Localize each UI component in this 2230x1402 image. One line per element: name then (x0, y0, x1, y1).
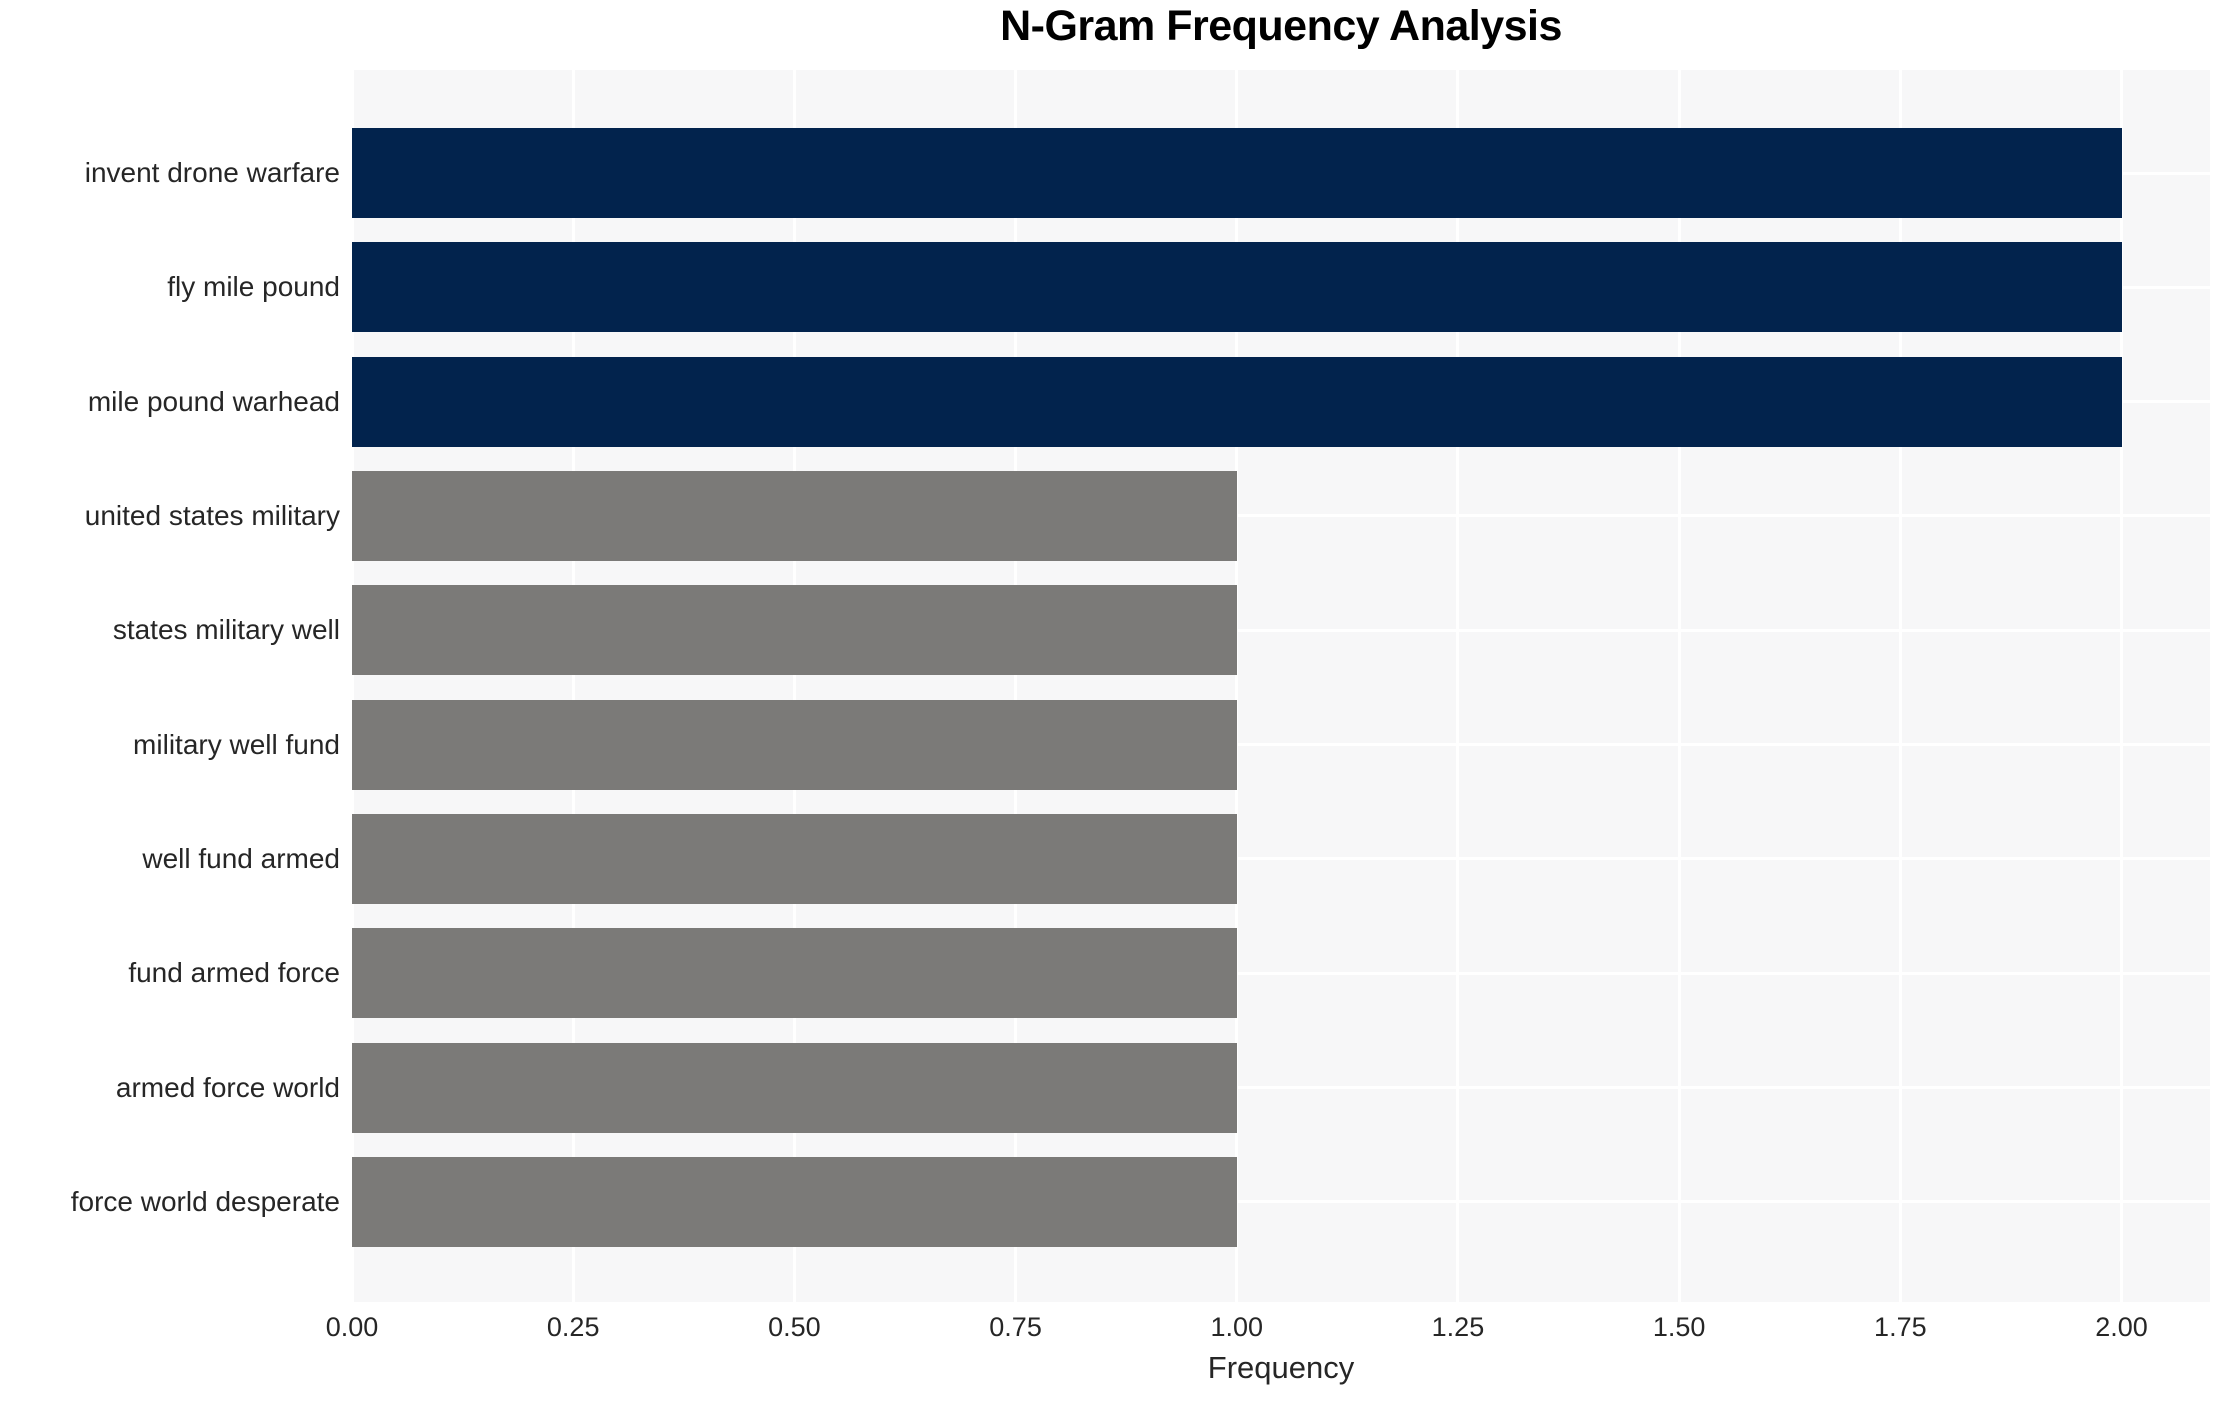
y-tick-label: states military well (112, 614, 340, 646)
x-tick-label: 0.50 (768, 1312, 821, 1342)
x-tick-label: 1.00 (1210, 1312, 1264, 1342)
x-tick-label: 2.00 (2095, 1312, 2148, 1342)
y-tick-label: armed force world (115, 1071, 340, 1103)
horizontal-gridline (352, 1086, 2210, 1090)
bar (352, 1042, 1237, 1133)
horizontal-gridline (352, 971, 2210, 975)
y-tick-label: invent drone warfare (84, 157, 340, 188)
y-tick-label: force world desperate (70, 1185, 340, 1217)
x-tick-label: 0.75 (989, 1312, 1042, 1342)
vertical-gridline (1456, 70, 1460, 1302)
x-axis-label: Frequency (1207, 1350, 1355, 1385)
horizontal-gridline (352, 1200, 2210, 1204)
bar (352, 470, 1237, 561)
y-tick-label: military well fund (133, 728, 340, 760)
y-tick-label: well fund armed (142, 842, 340, 874)
x-tick-label: 1.75 (1874, 1312, 1927, 1342)
bar (352, 585, 1237, 676)
vertical-gridline (1898, 70, 1902, 1302)
vertical-gridline (1677, 70, 1681, 1302)
y-tick-label: mile pound warhead (87, 385, 340, 417)
horizontal-gridline (352, 628, 2210, 632)
bar (352, 699, 1237, 790)
chart-title: N-Gram Frequency Analysis (1000, 2, 1562, 50)
y-tick-label: fly mile pound (167, 271, 340, 303)
x-tick-label: 0.25 (546, 1312, 600, 1342)
x-tick-label: 0.00 (325, 1312, 379, 1342)
bar (352, 356, 2122, 447)
vertical-gridline (2120, 70, 2124, 1302)
horizontal-gridline (352, 743, 2210, 747)
vertical-gridline (1014, 70, 1018, 1302)
bar (352, 242, 2122, 333)
bar (352, 1156, 1237, 1247)
horizontal-gridline (352, 857, 2210, 861)
y-tick-label: fund armed force (128, 957, 340, 989)
bar (352, 928, 1237, 1019)
vertical-gridline (571, 70, 575, 1302)
horizontal-gridline (352, 514, 2210, 518)
plot-area (350, 70, 2210, 1302)
y-tick-label: united states military (84, 499, 340, 531)
x-tick-label: 1.50 (1652, 1312, 1706, 1342)
vertical-gridline (792, 70, 796, 1302)
vertical-gridline (1235, 70, 1239, 1302)
bar (352, 813, 1237, 904)
x-tick-label: 1.25 (1431, 1312, 1485, 1342)
bar (352, 128, 2122, 218)
vertical-gridline (350, 70, 354, 1302)
